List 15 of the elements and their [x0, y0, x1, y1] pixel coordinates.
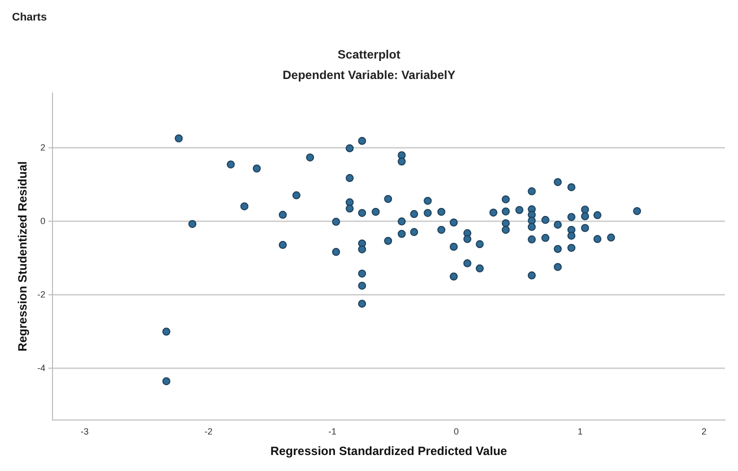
y-tick-label: 2 — [40, 142, 46, 152]
chart-subtitle: Dependent Variable: VariabelY — [282, 68, 456, 82]
x-tick-label: -3 — [80, 426, 89, 437]
x-tick-label: 0 — [454, 426, 459, 437]
y-tick-label: -2 — [37, 289, 46, 300]
text: Charts — [12, 12, 47, 24]
y-axis-title: Regression Studentized Residual — [16, 161, 30, 352]
chart-title: Scatterplot — [338, 48, 400, 62]
y-tick-label: 0 — [40, 216, 46, 226]
x-axis-title: Regression Standardized Predicted Value — [270, 444, 508, 458]
x-tick-label: -2 — [204, 426, 212, 437]
x-tick-label: -1 — [328, 426, 336, 437]
y-tick-label: -4 — [37, 362, 46, 373]
x-tick-label: 1 — [578, 426, 583, 437]
x-tick-label: 2 — [701, 426, 706, 437]
